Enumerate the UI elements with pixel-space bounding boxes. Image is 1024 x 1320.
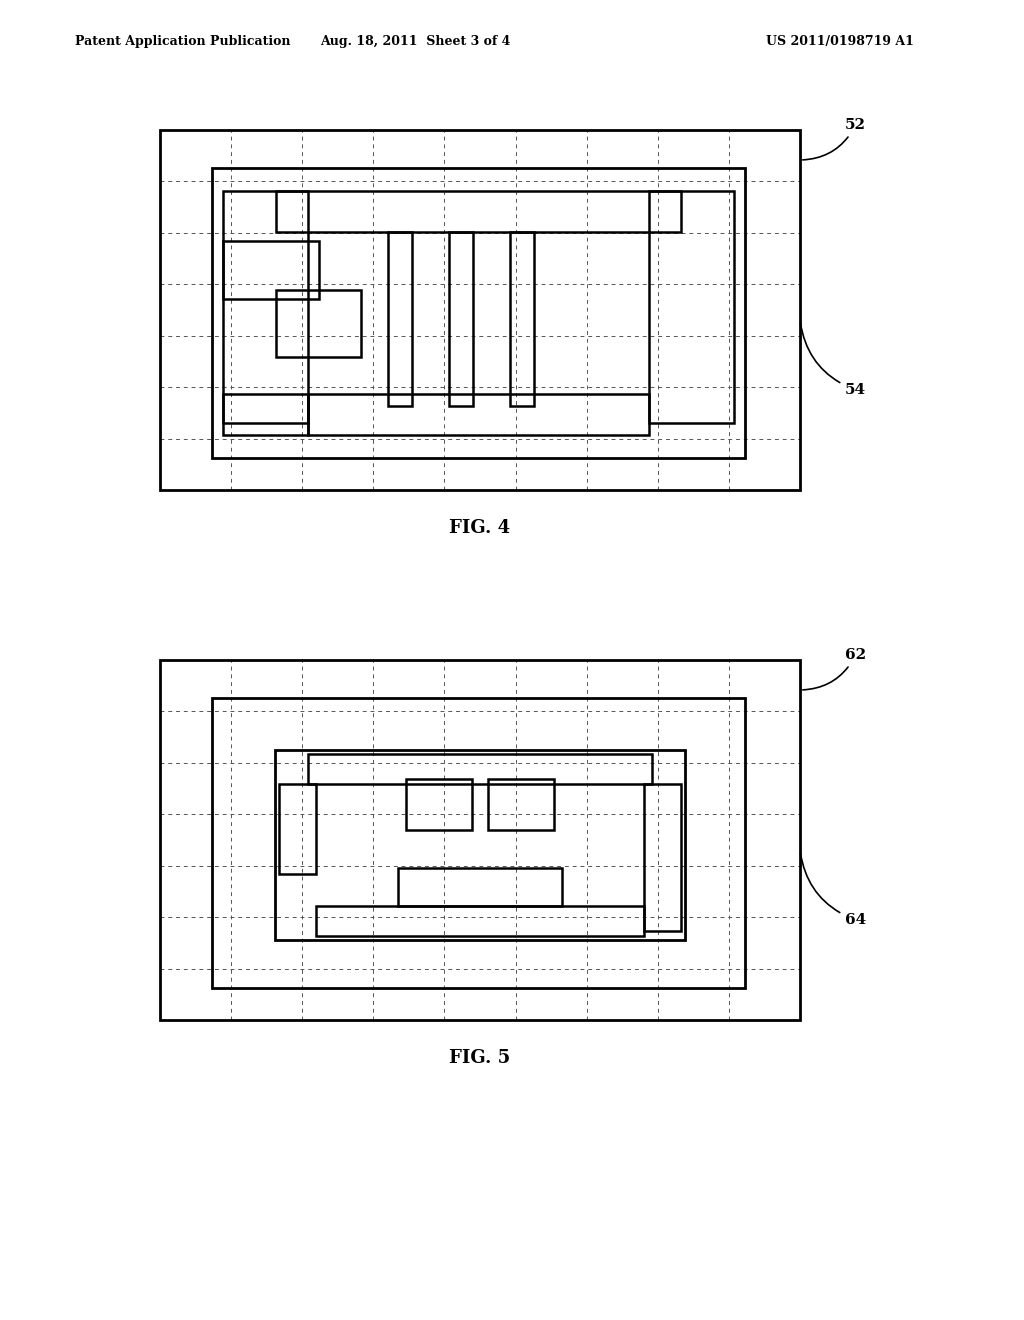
Bar xyxy=(488,779,554,830)
Text: 64: 64 xyxy=(801,853,866,927)
Bar xyxy=(160,660,800,1020)
Bar xyxy=(649,191,734,424)
Text: Aug. 18, 2011  Sheet 3 of 4: Aug. 18, 2011 Sheet 3 of 4 xyxy=(319,36,510,49)
Bar xyxy=(222,240,318,298)
Text: FIG. 5: FIG. 5 xyxy=(450,1049,511,1067)
Bar xyxy=(308,395,649,434)
Bar xyxy=(212,698,745,987)
Bar xyxy=(275,191,681,232)
Bar xyxy=(275,290,361,356)
Bar xyxy=(450,232,473,405)
Bar xyxy=(275,750,685,940)
Bar xyxy=(212,168,745,458)
Text: 54: 54 xyxy=(801,323,866,397)
Text: FIG. 4: FIG. 4 xyxy=(450,519,511,537)
Bar xyxy=(280,784,316,874)
Bar xyxy=(388,232,412,405)
Bar xyxy=(222,395,308,434)
Bar xyxy=(316,906,644,936)
Text: US 2011/0198719 A1: US 2011/0198719 A1 xyxy=(766,36,914,49)
Bar xyxy=(511,232,535,405)
Bar xyxy=(160,129,800,490)
Bar xyxy=(222,191,308,424)
Text: 52: 52 xyxy=(803,117,866,160)
Bar xyxy=(308,754,652,784)
Bar xyxy=(407,779,472,830)
Text: 62: 62 xyxy=(803,648,866,690)
Bar xyxy=(398,867,562,906)
Text: Patent Application Publication: Patent Application Publication xyxy=(75,36,291,49)
Bar xyxy=(644,784,681,931)
